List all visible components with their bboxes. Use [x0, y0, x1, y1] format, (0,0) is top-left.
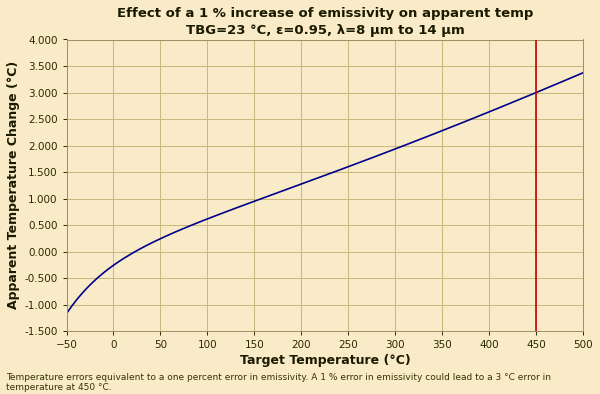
Title: Effect of a 1 % increase of emissivity on apparent temp
TBG=23 °C, ε=0.95, λ=8 μ: Effect of a 1 % increase of emissivity o…	[116, 7, 533, 37]
Text: Temperature errors equivalent to a one percent error in emissivity. A 1 % error : Temperature errors equivalent to a one p…	[6, 373, 551, 392]
Y-axis label: Apparent Temperature Change (°C): Apparent Temperature Change (°C)	[7, 61, 20, 309]
X-axis label: Target Temperature (°C): Target Temperature (°C)	[239, 354, 410, 367]
